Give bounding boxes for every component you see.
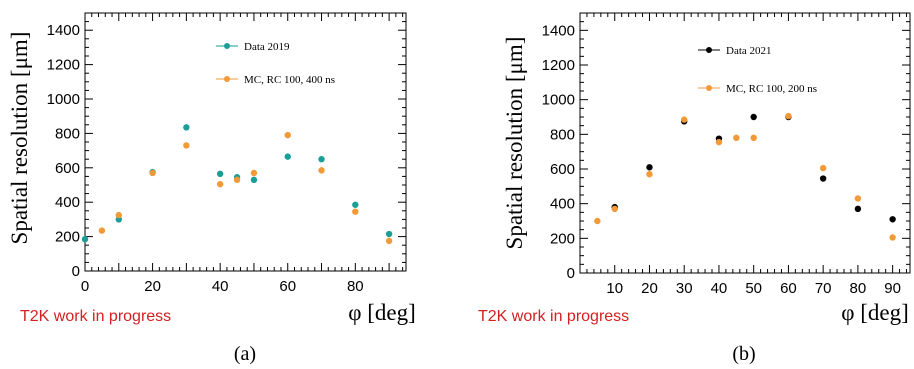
data-point bbox=[646, 164, 653, 171]
data-point bbox=[385, 237, 393, 245]
data-point bbox=[216, 170, 224, 178]
data-point bbox=[352, 208, 359, 215]
data-point bbox=[594, 217, 601, 225]
y-tick-label: 200 bbox=[550, 230, 575, 247]
y-tick-label: 600 bbox=[55, 160, 80, 177]
legend-label: Data 2021 bbox=[726, 45, 772, 57]
data-point bbox=[183, 124, 190, 131]
x-tick-label: 40 bbox=[711, 280, 728, 297]
x-tick-label: 20 bbox=[641, 280, 658, 297]
panel-label: (b) bbox=[732, 343, 755, 365]
data-point bbox=[646, 171, 653, 178]
data-point bbox=[889, 234, 896, 241]
y-tick-label: 400 bbox=[550, 196, 575, 213]
x-axis-title: φ [deg] bbox=[841, 300, 909, 325]
x-tick-label: 80 bbox=[850, 280, 867, 297]
y-tick-label: 800 bbox=[55, 125, 80, 142]
data-point bbox=[216, 180, 224, 188]
x-tick-label: 90 bbox=[884, 280, 901, 297]
x-tick-label: 50 bbox=[745, 280, 762, 297]
x-tick-label: 30 bbox=[676, 280, 693, 297]
watermark-text: T2K work in progress bbox=[478, 308, 629, 325]
x-tick-label: 20 bbox=[144, 278, 161, 295]
data-point bbox=[819, 175, 827, 182]
data-point bbox=[183, 142, 190, 149]
data-point bbox=[115, 211, 122, 219]
y-axis-title: Spatial resolution [μm] bbox=[502, 37, 527, 250]
y-tick-label: 600 bbox=[550, 161, 575, 178]
data-point bbox=[750, 113, 757, 121]
data-point bbox=[149, 169, 156, 177]
legend-label: Data 2019 bbox=[244, 41, 290, 53]
y-tick-label: 0 bbox=[567, 265, 575, 282]
chart-panel-b: 0 200 400 600 800 1000 1200 1400 10 20 30 40 50 60 70 8… bbox=[478, 12, 911, 365]
x-tick-label: 80 bbox=[347, 278, 364, 295]
legend-marker bbox=[224, 76, 230, 82]
x-tick-label: 60 bbox=[780, 280, 797, 297]
data-point bbox=[681, 116, 688, 123]
data-point bbox=[318, 156, 325, 163]
legend-marker bbox=[706, 85, 712, 91]
data-point bbox=[854, 195, 862, 202]
legend-label: MC, RC 100, 400 ns bbox=[244, 74, 335, 86]
data-point bbox=[819, 164, 827, 172]
x-tick-label: 70 bbox=[815, 280, 832, 297]
data-point bbox=[750, 134, 757, 141]
data-point bbox=[250, 169, 258, 177]
y-axis-title: Spatial resolution [μm] bbox=[7, 32, 32, 245]
data-point bbox=[715, 138, 723, 146]
y-tick-label: 1400 bbox=[542, 22, 575, 39]
data-point bbox=[284, 153, 291, 160]
y-tick-label: 1000 bbox=[542, 92, 575, 109]
y-tick-label: 1400 bbox=[47, 22, 80, 39]
x-tick-label: 40 bbox=[212, 278, 229, 295]
data-point bbox=[233, 176, 241, 184]
data-point bbox=[889, 216, 896, 223]
data-point bbox=[611, 205, 618, 213]
data-point bbox=[785, 112, 792, 120]
legend-marker bbox=[224, 43, 230, 49]
legend-marker bbox=[706, 47, 712, 53]
y-tick-label: 1200 bbox=[542, 57, 575, 74]
y-tick-label: 1000 bbox=[47, 91, 80, 108]
chart-panel-a: 0 200 400 600 800 1000 1200 1400 0 20 40 60 80 Spatia… bbox=[7, 12, 416, 365]
legend-label: MC, RC 100, 200 ns bbox=[726, 83, 817, 95]
data-point bbox=[854, 205, 862, 213]
data-point bbox=[318, 167, 325, 174]
x-tick-label: 60 bbox=[279, 278, 296, 295]
data-point bbox=[385, 230, 393, 238]
data-point bbox=[81, 235, 89, 243]
y-tick-label: 200 bbox=[55, 229, 80, 246]
y-tick-label: 800 bbox=[550, 126, 575, 143]
x-axis-title: φ [deg] bbox=[348, 300, 416, 325]
panel-label: (a) bbox=[234, 343, 256, 365]
data-point bbox=[284, 131, 291, 139]
watermark-text: T2K work in progress bbox=[20, 308, 171, 325]
data-point bbox=[352, 201, 359, 208]
data-point bbox=[98, 227, 106, 234]
y-tick-label: 400 bbox=[55, 194, 80, 211]
data-point bbox=[250, 176, 258, 184]
x-tick-label: 0 bbox=[81, 278, 89, 295]
data-point bbox=[733, 134, 740, 141]
y-tick-label: 0 bbox=[72, 263, 80, 280]
x-tick-label: 10 bbox=[606, 280, 623, 297]
y-tick-label: 1200 bbox=[47, 57, 80, 74]
